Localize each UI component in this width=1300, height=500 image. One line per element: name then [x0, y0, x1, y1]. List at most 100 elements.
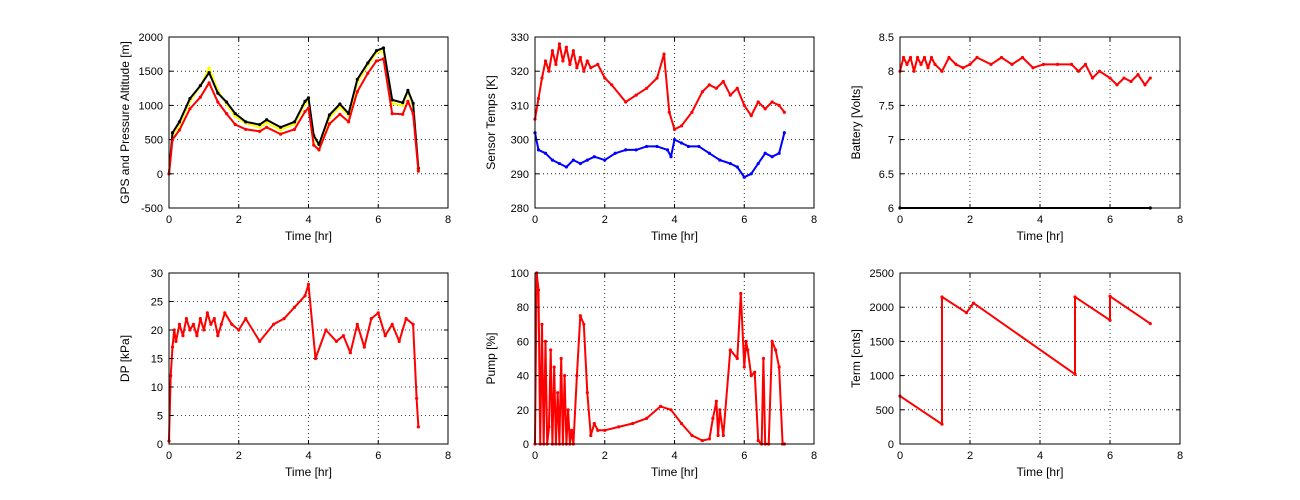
data-point	[665, 148, 670, 152]
data-point	[564, 45, 568, 49]
data-point	[216, 100, 220, 104]
data-point	[714, 86, 718, 90]
data-point	[212, 317, 216, 321]
data-point	[592, 155, 596, 159]
data-point	[777, 151, 781, 155]
data-point	[905, 62, 909, 66]
data-point	[1108, 76, 1112, 80]
data-point	[198, 83, 202, 88]
y-tick-label: 0	[523, 439, 529, 451]
data-point	[1108, 294, 1112, 298]
data-point	[390, 322, 394, 326]
data-point	[578, 55, 582, 60]
data-point	[582, 322, 586, 326]
y-tick-label: 25	[151, 297, 163, 309]
y-tick-label: 0	[888, 439, 894, 451]
data-point	[658, 404, 663, 408]
x-tick-label: 6	[375, 214, 381, 226]
data-point	[1097, 69, 1102, 73]
data-point	[347, 112, 351, 116]
data-point	[964, 311, 969, 315]
data-point	[324, 328, 328, 332]
data-point	[244, 317, 248, 321]
data-point	[919, 62, 923, 66]
data-point	[568, 62, 572, 66]
data-point	[188, 328, 192, 332]
data-point	[198, 95, 202, 99]
data-point	[735, 165, 739, 169]
data-point	[172, 328, 176, 332]
x-tick-label: 4	[305, 214, 311, 226]
data-point	[742, 103, 746, 107]
data-point	[233, 122, 237, 127]
data-point	[739, 291, 743, 296]
data-point	[205, 311, 209, 315]
data-point	[1073, 295, 1077, 299]
data-point	[585, 391, 589, 395]
data-point	[655, 76, 659, 80]
y-tick-label: 5	[157, 411, 163, 423]
data-point	[744, 339, 748, 343]
data-point	[312, 143, 316, 147]
y-tick-label: 320	[511, 66, 529, 78]
x-tick-label: 6	[741, 450, 747, 462]
data-point	[1069, 62, 1074, 66]
data-point	[774, 348, 778, 352]
y-tick-label: 310	[511, 100, 529, 112]
data-point	[634, 93, 638, 97]
x-tick-label: 8	[445, 450, 451, 462]
chart-panel-6: 0 2 4 6 8 0 500 1000 1500 2000 2500 Time [hr] Term […	[849, 268, 1183, 479]
data-point	[258, 339, 262, 343]
x-axis-label: Time [hr]	[651, 465, 698, 479]
x-tick-label: 0	[532, 450, 538, 462]
data-point	[265, 120, 269, 125]
data-point	[550, 49, 555, 53]
data-point	[258, 122, 262, 127]
data-point	[1083, 62, 1088, 66]
chart-panel-4: 0 2 4 6 8 0 5 10 15 20 25 30 Time [hr] DP [kPa]	[118, 268, 451, 479]
x-tick-label: 8	[811, 214, 817, 226]
data-point	[169, 374, 173, 378]
y-tick-label: 2500	[870, 268, 894, 280]
data-point	[564, 165, 568, 169]
data-point	[566, 408, 570, 412]
data-point	[926, 66, 930, 70]
data-point	[686, 144, 691, 149]
data-point	[585, 59, 589, 63]
x-tick-label: 4	[305, 450, 311, 462]
data-point	[782, 131, 786, 135]
data-point	[550, 158, 555, 162]
data-point	[975, 55, 979, 60]
data-point	[679, 421, 684, 426]
data-point	[170, 131, 175, 135]
data-point	[672, 138, 677, 142]
x-tick-label: 0	[897, 214, 903, 226]
data-point	[749, 172, 753, 176]
data-point	[556, 391, 560, 395]
data-point	[303, 99, 307, 103]
x-tick-label: 8	[1177, 450, 1183, 462]
y-axis-label: GPS and Pressure Altitude [m]	[118, 41, 132, 204]
data-point	[540, 76, 544, 80]
data-point	[265, 118, 269, 122]
data-point	[707, 151, 711, 155]
data-point	[547, 69, 551, 73]
data-point	[915, 55, 920, 60]
data-point	[177, 128, 182, 132]
data-point	[224, 100, 229, 104]
data-point	[177, 120, 182, 124]
data-point	[376, 311, 380, 315]
data-point	[543, 59, 548, 63]
y-tick-label: 6.5	[879, 169, 894, 181]
data-point	[1143, 83, 1147, 87]
y-tick-label: 8.5	[879, 32, 894, 44]
data-point	[756, 100, 760, 104]
data-point	[922, 55, 927, 60]
data-point	[669, 155, 673, 159]
data-point	[707, 83, 711, 87]
data-point	[690, 110, 694, 114]
data-point	[348, 351, 352, 355]
x-tick-label: 2	[602, 214, 608, 226]
data-point	[697, 144, 701, 149]
